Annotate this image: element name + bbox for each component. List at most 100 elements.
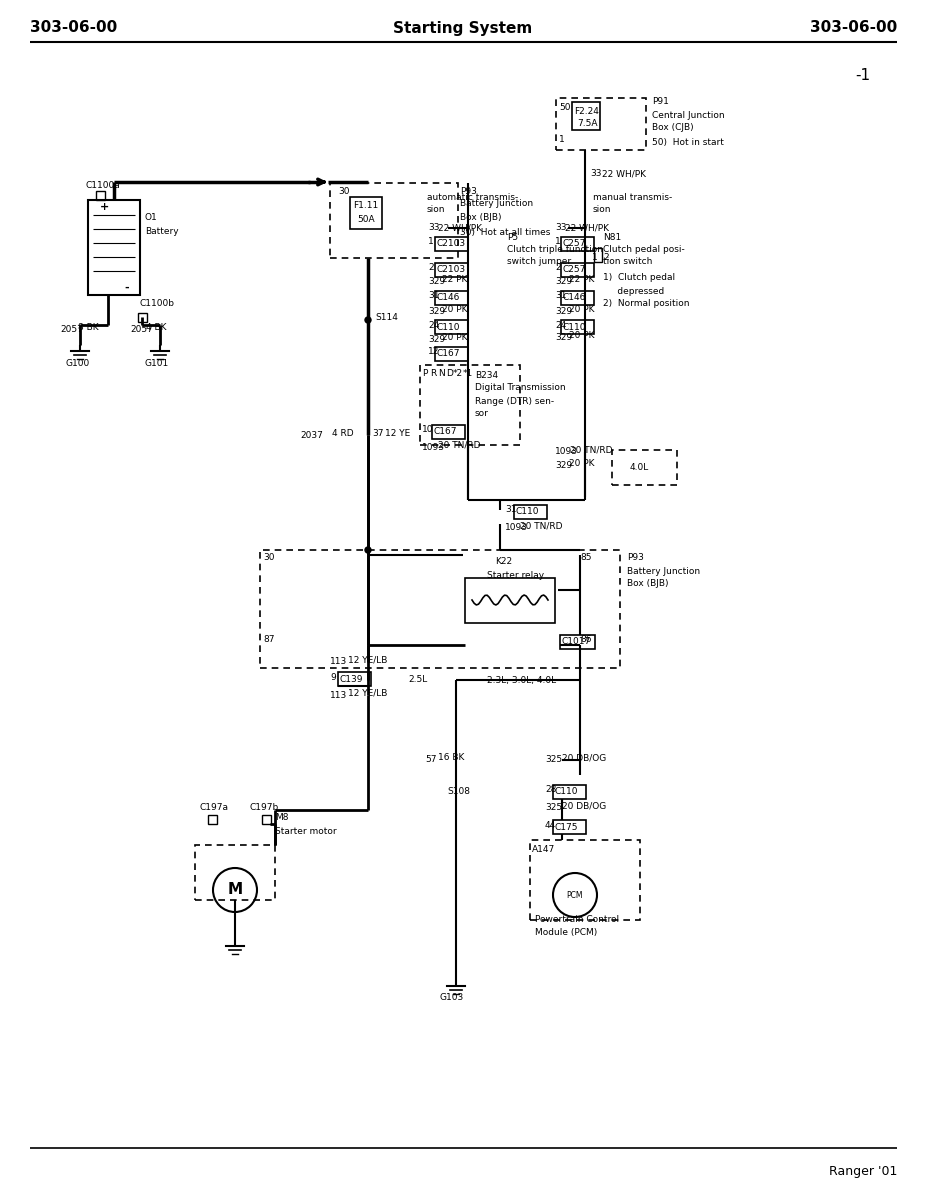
Text: 30: 30 — [263, 553, 274, 563]
Text: C146: C146 — [563, 294, 587, 302]
Text: K22: K22 — [495, 558, 512, 566]
Circle shape — [365, 317, 371, 323]
Text: Range (DTR) sen-: Range (DTR) sen- — [475, 396, 554, 406]
Text: 1: 1 — [555, 238, 561, 246]
Text: G103: G103 — [440, 994, 464, 1002]
Text: -: - — [124, 283, 129, 293]
Bar — [262, 815, 271, 824]
Bar — [553, 820, 586, 834]
Text: C1100b: C1100b — [140, 300, 175, 308]
Bar — [435, 236, 468, 251]
Text: C110: C110 — [555, 787, 578, 797]
Text: 20 PK: 20 PK — [569, 331, 594, 341]
Bar — [88, 200, 140, 295]
Text: C257: C257 — [563, 240, 587, 248]
Text: 20 TN/RD: 20 TN/RD — [570, 445, 613, 455]
Text: M8: M8 — [275, 814, 288, 822]
Text: C167: C167 — [437, 349, 461, 359]
Text: 329: 329 — [555, 277, 572, 287]
Bar — [612, 450, 677, 485]
Bar — [330, 182, 458, 258]
Text: 22 WH/PK: 22 WH/PK — [565, 223, 609, 233]
Text: *2: *2 — [453, 370, 464, 378]
Text: S108: S108 — [447, 787, 470, 797]
Text: 12: 12 — [428, 348, 439, 356]
Bar — [435, 290, 468, 305]
Text: 329: 329 — [428, 335, 445, 343]
Text: 329: 329 — [428, 306, 445, 316]
Text: 33: 33 — [428, 223, 439, 233]
Text: 20 TN/RD: 20 TN/RD — [438, 440, 480, 450]
Text: C1100a: C1100a — [86, 181, 121, 191]
Bar — [560, 635, 595, 649]
Text: Starter motor: Starter motor — [275, 827, 337, 835]
Text: 50A: 50A — [357, 215, 375, 223]
Text: 329: 329 — [555, 306, 572, 316]
Text: 20 PK: 20 PK — [569, 460, 594, 468]
Text: 2.5L: 2.5L — [408, 676, 427, 684]
Text: 1)  Clutch pedal: 1) Clutch pedal — [603, 274, 675, 282]
Text: P5: P5 — [507, 234, 518, 242]
Text: F2.24: F2.24 — [574, 107, 599, 115]
Text: 87: 87 — [263, 636, 274, 644]
Bar — [572, 102, 600, 130]
Text: P93: P93 — [460, 186, 476, 196]
Text: 22 PK: 22 PK — [442, 276, 467, 284]
Text: 20 DB/OG: 20 DB/OG — [562, 802, 606, 810]
Text: +: + — [100, 202, 109, 212]
Bar — [138, 313, 147, 322]
Text: 20 TN/RD: 20 TN/RD — [520, 522, 563, 530]
Bar — [432, 425, 465, 439]
Text: 33: 33 — [590, 169, 602, 179]
Bar — [553, 785, 586, 799]
Bar — [561, 290, 594, 305]
Text: 20 PK: 20 PK — [569, 305, 594, 313]
Text: 33: 33 — [555, 223, 566, 233]
Text: 20 PK: 20 PK — [442, 305, 467, 313]
Text: 329: 329 — [555, 462, 572, 470]
Bar — [561, 320, 594, 334]
Text: Central Junction: Central Junction — [652, 110, 725, 120]
Text: 30)  Hot at all times: 30) Hot at all times — [460, 228, 551, 236]
Text: *1: *1 — [463, 370, 474, 378]
Text: Clutch triple function: Clutch triple function — [507, 246, 603, 254]
Text: 30: 30 — [338, 186, 349, 196]
Bar — [420, 365, 520, 445]
Text: Box (CJB): Box (CJB) — [652, 124, 693, 132]
Text: 7.5A: 7.5A — [577, 120, 598, 128]
Text: 2: 2 — [555, 264, 561, 272]
Text: 24: 24 — [428, 320, 439, 330]
Bar — [435, 320, 468, 334]
Text: 10: 10 — [422, 426, 434, 434]
Text: C2103: C2103 — [437, 265, 466, 275]
Text: 1093: 1093 — [555, 448, 578, 456]
Text: 1093: 1093 — [422, 443, 445, 451]
Text: -1: -1 — [855, 67, 870, 83]
Text: C110: C110 — [563, 323, 587, 331]
Bar — [208, 815, 217, 824]
Text: sion: sion — [427, 205, 446, 215]
Bar — [561, 263, 594, 277]
Text: 303-06-00: 303-06-00 — [810, 20, 897, 36]
Text: C146: C146 — [437, 294, 461, 302]
Bar — [338, 672, 371, 686]
Text: 20 DB/OG: 20 DB/OG — [562, 754, 606, 762]
Text: Clutch pedal posi-: Clutch pedal posi- — [603, 246, 685, 254]
Text: C110: C110 — [437, 323, 461, 331]
Text: G100: G100 — [66, 360, 90, 368]
Text: 329: 329 — [555, 334, 572, 342]
Text: 20 PK: 20 PK — [442, 332, 467, 342]
Text: 1093: 1093 — [505, 523, 528, 533]
Text: 12 YE/LB: 12 YE/LB — [348, 655, 387, 665]
Text: P91: P91 — [652, 97, 669, 107]
Text: M: M — [227, 882, 243, 898]
Text: 8 BK: 8 BK — [78, 324, 98, 332]
Text: N81: N81 — [603, 234, 621, 242]
Bar — [350, 197, 382, 229]
Text: N: N — [438, 370, 445, 378]
Text: G101: G101 — [145, 360, 170, 368]
Text: 50: 50 — [559, 103, 570, 113]
Bar — [514, 505, 547, 518]
Text: O1: O1 — [145, 214, 158, 222]
Text: 37: 37 — [372, 428, 384, 438]
